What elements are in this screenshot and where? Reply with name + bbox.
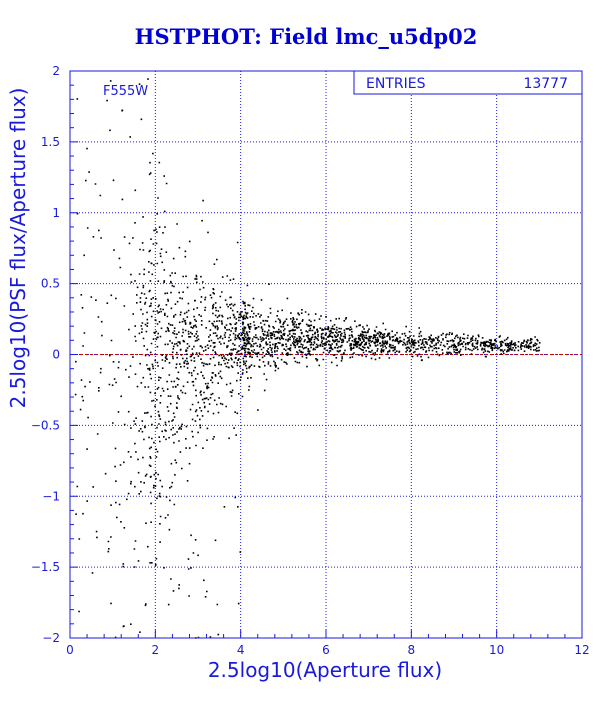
x-tick-label: 12 xyxy=(574,643,589,657)
y-tick-label: −1.5 xyxy=(31,560,60,574)
stats-box-frame xyxy=(353,70,583,95)
y-tick-label: −2 xyxy=(42,631,60,645)
x-tick-label: 0 xyxy=(66,643,74,657)
y-tick-label: 2 xyxy=(52,64,60,78)
y-axis-label: 2.5log10(PSF flux/Aperture flux) xyxy=(6,88,30,409)
x-tick-labels: 0 2 4 6 8 10 12 xyxy=(66,643,589,657)
data-points xyxy=(74,78,541,639)
stats-box: ENTRIES 13777 xyxy=(353,70,583,95)
filter-label: F555W xyxy=(103,84,148,99)
x-tick-label: 8 xyxy=(408,643,416,657)
y-tick-label: −1 xyxy=(42,489,60,503)
stats-entries-value: 13777 xyxy=(523,76,568,92)
x-tick-label: 2 xyxy=(152,643,160,657)
y-tick-label: 0.5 xyxy=(41,277,60,291)
y-tick-label: 1 xyxy=(52,206,60,220)
y-tick-labels: −2 −1.5 −1 −0.5 0 0.5 1 1.5 2 xyxy=(31,64,60,645)
scatter-points xyxy=(74,78,541,639)
y-tick-label: −0.5 xyxy=(31,418,60,432)
x-tick-label: 10 xyxy=(489,643,504,657)
axis-ticks xyxy=(69,70,583,639)
chart-title: HSTPHOT: Field lmc_u5dp02 xyxy=(134,24,478,49)
x-axis-label: 2.5log10(Aperture flux) xyxy=(208,658,442,682)
x-tick-label: 6 xyxy=(322,643,330,657)
stats-entries-label: ENTRIES xyxy=(366,76,426,92)
y-tick-label: 1.5 xyxy=(41,135,60,149)
y-tick-label: 0 xyxy=(52,348,60,362)
x-tick-label: 4 xyxy=(237,643,245,657)
